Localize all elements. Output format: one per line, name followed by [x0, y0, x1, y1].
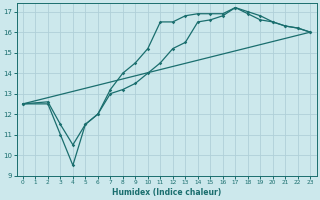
X-axis label: Humidex (Indice chaleur): Humidex (Indice chaleur): [112, 188, 221, 197]
